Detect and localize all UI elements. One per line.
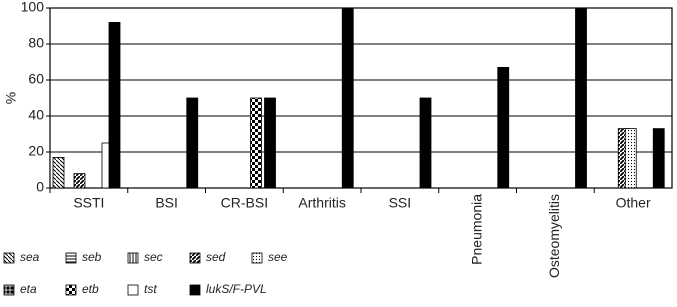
legend-swatch: [189, 252, 201, 264]
bar: [652, 128, 665, 189]
bar: [52, 156, 65, 189]
y-tick-label: 40: [28, 107, 44, 123]
x-tick-label: SSTI: [73, 195, 104, 211]
x-tick-label: BSI: [155, 195, 178, 211]
legend-swatch: [127, 252, 139, 264]
legend-label: see: [268, 250, 288, 264]
y-tick-label: 60: [28, 71, 44, 87]
y-axis-label: %: [3, 92, 19, 104]
bar: [575, 7, 587, 189]
bar: [186, 97, 199, 189]
x-tick-label: Osteomyelitis: [546, 194, 562, 278]
bar: [264, 97, 276, 189]
legend-swatch: [127, 284, 139, 296]
legend-swatch: [189, 284, 201, 296]
legend-swatch: [3, 284, 15, 296]
bar: [497, 67, 510, 189]
bar: [419, 97, 432, 189]
y-tick-label: 20: [28, 143, 44, 159]
legend-label: eta: [20, 282, 37, 296]
bar: [108, 21, 121, 189]
bar: [341, 7, 354, 189]
legend-swatch: [3, 252, 15, 264]
x-tick-label: Arthritis: [298, 195, 345, 211]
legend-swatch: [65, 284, 77, 296]
legend-swatch: [65, 252, 77, 264]
x-tick-label: Other: [616, 195, 651, 211]
x-tick-label: Pneumonia: [468, 194, 484, 265]
legend-label: sea: [20, 250, 40, 264]
bar: [624, 128, 637, 189]
x-tick-label: CR-BSI: [221, 195, 268, 211]
y-tick-label: 100: [21, 0, 45, 15]
bar: [250, 97, 262, 189]
legend-swatch: [251, 252, 263, 264]
x-tick-label: SSI: [389, 195, 412, 211]
legend-label: tst: [144, 282, 157, 296]
legend-label: etb: [82, 282, 99, 296]
legend-label: seb: [82, 250, 102, 264]
y-tick-label: 80: [28, 35, 44, 51]
y-tick-label: 0: [36, 179, 44, 195]
bar: [73, 173, 86, 189]
legend-label: sec: [144, 250, 163, 264]
legend-label: lukS/F-PVL: [206, 282, 267, 296]
legend-label: sed: [206, 250, 226, 264]
